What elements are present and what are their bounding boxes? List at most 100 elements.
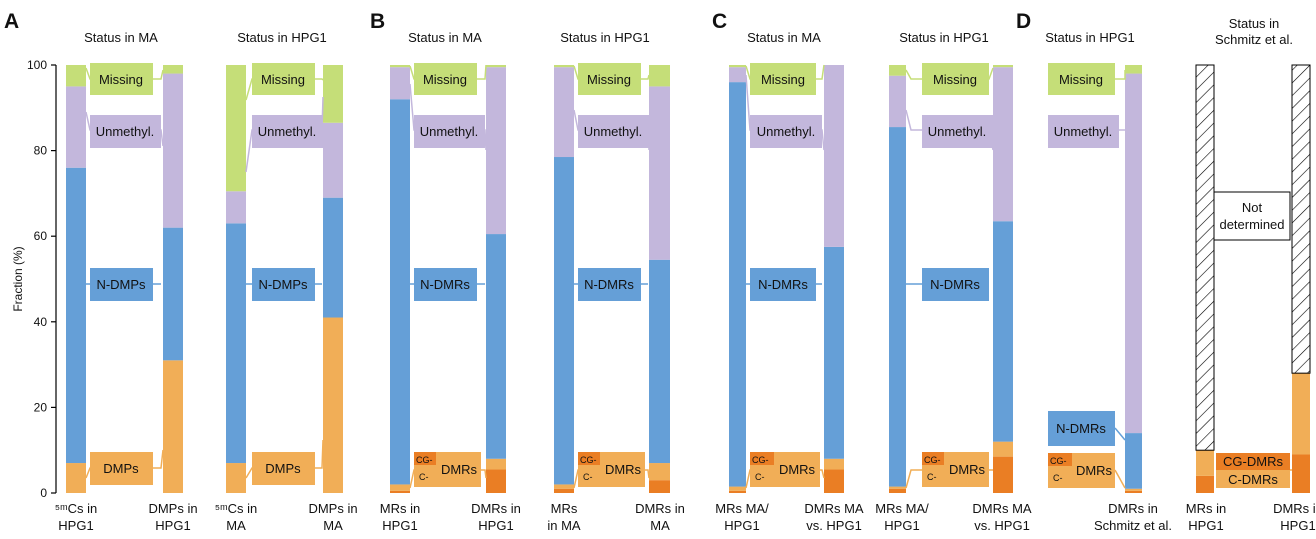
y-axis: 0 20 40 60 80 100 Fraction (%) [11, 58, 57, 500]
x-label: MRs MA/ [875, 501, 929, 516]
bar-segment-dm [824, 458, 844, 470]
x-label: ⁵ᵐCs in [215, 501, 257, 516]
title-d-left: Status in HPG1 [1045, 30, 1135, 45]
missing-label: Missing [933, 72, 977, 87]
unmethyl-label: Unmethyl. [928, 124, 987, 139]
dmps-label-box [90, 452, 153, 485]
bar-segment-unmethyl [649, 86, 670, 260]
ndmrs-label-box [750, 268, 816, 301]
missing-label-box [90, 63, 153, 95]
dmps-label: DMPs [103, 461, 139, 476]
c-label: C- [1053, 473, 1063, 483]
bar-stack [649, 65, 670, 493]
bar-stack [1125, 65, 1142, 493]
panel-letter-c: C [712, 10, 727, 33]
y-tick-label: 60 [34, 229, 48, 243]
bar-stack [729, 65, 746, 493]
unmethyl-label-box [90, 115, 161, 148]
bar-segment-unmethyl [554, 67, 574, 158]
bar-segment-missing [729, 65, 746, 68]
cg-label-box [414, 452, 436, 465]
dmps-label: DMPs [265, 461, 301, 476]
x-label: HPG1 [478, 518, 513, 533]
bar-segment-missing [390, 65, 410, 68]
bar-segment-unmethyl [889, 75, 906, 128]
ndmrs-label-box [578, 268, 641, 301]
title-b-left: Status in MA [408, 30, 482, 45]
x-label: MRs in [1186, 501, 1226, 516]
bar-segment-missing [323, 65, 343, 123]
bar-segment-unmethyl [323, 122, 343, 198]
bar-segment-cg [1292, 454, 1310, 493]
x-label: ⁵ᵐCs in [55, 501, 97, 516]
cg-dmrs-label: CG-DMRs [1223, 454, 1283, 469]
ndmrs-label-box [414, 268, 477, 301]
x-label: in MA [547, 518, 581, 533]
unmethyl-label-box [922, 115, 993, 148]
x-label: MRs [551, 501, 578, 516]
y-axis-label: Fraction (%) [11, 246, 25, 311]
x-label: MRs in [380, 501, 420, 516]
bar-segment-missing [993, 65, 1013, 68]
bar-segment-dm [649, 463, 670, 481]
bar-segment-missing [649, 65, 670, 87]
bar-segment-cg [486, 469, 506, 493]
cg-label-box [922, 452, 944, 465]
bar-stack [824, 65, 844, 493]
bar-segment-missing [486, 65, 506, 68]
title-a-left: Status in MA [84, 30, 158, 45]
bar-segment-n-dm [729, 82, 746, 487]
x-label: DMRs in [635, 501, 685, 516]
ndmps-label-box [90, 268, 153, 301]
title-a-right: Status in HPG1 [237, 30, 327, 45]
bar-stack [390, 65, 410, 493]
bar-segment-dm [554, 484, 574, 489]
x-label: HPG1 [884, 518, 919, 533]
x-label: vs. HPG1 [806, 518, 862, 533]
bar-segment-dm [1292, 373, 1310, 455]
bar-segment-n-dm [824, 246, 844, 459]
missing-label: Missing [99, 72, 143, 87]
cg-dmrs-label-box [1216, 453, 1290, 470]
panel-letter-b: B [370, 10, 385, 33]
panel-letter-a: A [4, 10, 19, 33]
x-label: MRs MA/ [715, 501, 769, 516]
bar-segment-cg [889, 488, 906, 493]
bar-segment-n-dm [889, 127, 906, 487]
bar-stack [323, 65, 343, 493]
cg-label-box [1048, 453, 1072, 466]
ndmrs-label: N-DMRs [584, 277, 634, 292]
x-label: MA [226, 518, 246, 533]
y-tick-label: 100 [27, 58, 47, 72]
connector-d1-dmrs [1114, 469, 1126, 489]
x-label: MA [650, 518, 670, 533]
x-label: DMRs MA [804, 501, 864, 516]
bar-segment-missing [889, 65, 906, 76]
bar-stack [1195, 64, 1215, 493]
missing-label: Missing [761, 72, 805, 87]
unmethyl-label-box [252, 115, 323, 148]
y-tick-label: 40 [34, 315, 48, 329]
bar-stack [163, 65, 183, 493]
missing-label-box [750, 63, 816, 95]
bar-stack [1291, 64, 1311, 493]
bar-segment-dm [486, 458, 506, 470]
x-axis-labels: ⁵ᵐCs in HPG1 DMPs in HPG1 ⁵ᵐCs in MA DMP… [55, 501, 1316, 533]
ndmrs-label: N-DMRs [758, 277, 808, 292]
ndmps-label: N-DMPs [96, 277, 146, 292]
connector-d1-ndmrs [1114, 427, 1126, 441]
x-label: DMPs in [148, 501, 197, 516]
bar-segment-dm [66, 463, 86, 493]
not-determined-label-line1: Not [1242, 200, 1263, 215]
x-label: HPG1 [382, 518, 417, 533]
bar-segment-unmethyl [1125, 73, 1142, 434]
bar-segment-missing [163, 65, 183, 74]
bar-segment-unmethyl [163, 73, 183, 228]
cg-label: CG- [580, 455, 597, 465]
unmethyl-label: Unmethyl. [420, 124, 479, 139]
missing-label: Missing [1059, 72, 1103, 87]
bar-segment-dm [323, 317, 343, 493]
missing-label-box [414, 63, 477, 95]
bar-segment-n-dm [66, 167, 86, 464]
unmethyl-label-box [750, 115, 822, 148]
